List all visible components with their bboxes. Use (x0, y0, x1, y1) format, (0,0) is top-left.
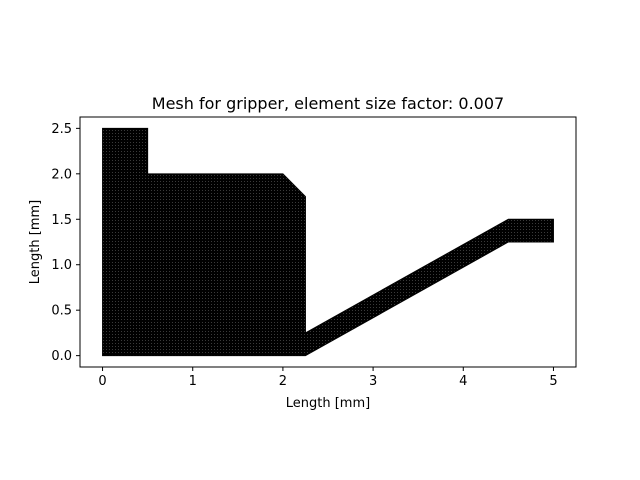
y-axis-ticks: 0.0 0.5 1.0 1.5 2.0 2.5 (51, 122, 80, 364)
axes-frame (79, 116, 577, 368)
y-tick-label: 0.5 (51, 304, 72, 319)
y-tick-label: 1.0 (51, 258, 72, 273)
x-tick-label: 1 (189, 374, 197, 389)
x-tick-label: 4 (459, 374, 467, 389)
y-tick-label: 2.5 (51, 122, 72, 137)
x-axis-ticks: 0 1 2 3 4 5 (98, 367, 558, 389)
mesh-region (102, 127, 554, 357)
x-tick-label: 0 (98, 374, 106, 389)
y-axis-label: Length [mm] (28, 200, 43, 284)
y-tick-label: 1.5 (51, 213, 72, 228)
chart-title: Mesh for gripper, element size factor: 0… (152, 94, 504, 113)
x-axis-label: Length [mm] (286, 396, 370, 411)
x-tick-label: 5 (549, 374, 557, 389)
plot-area (102, 127, 554, 357)
y-tick-label: 0.0 (51, 349, 72, 364)
x-tick-label: 3 (369, 374, 377, 389)
y-tick-label: 2.0 (51, 167, 72, 182)
x-tick-label: 2 (279, 374, 287, 389)
